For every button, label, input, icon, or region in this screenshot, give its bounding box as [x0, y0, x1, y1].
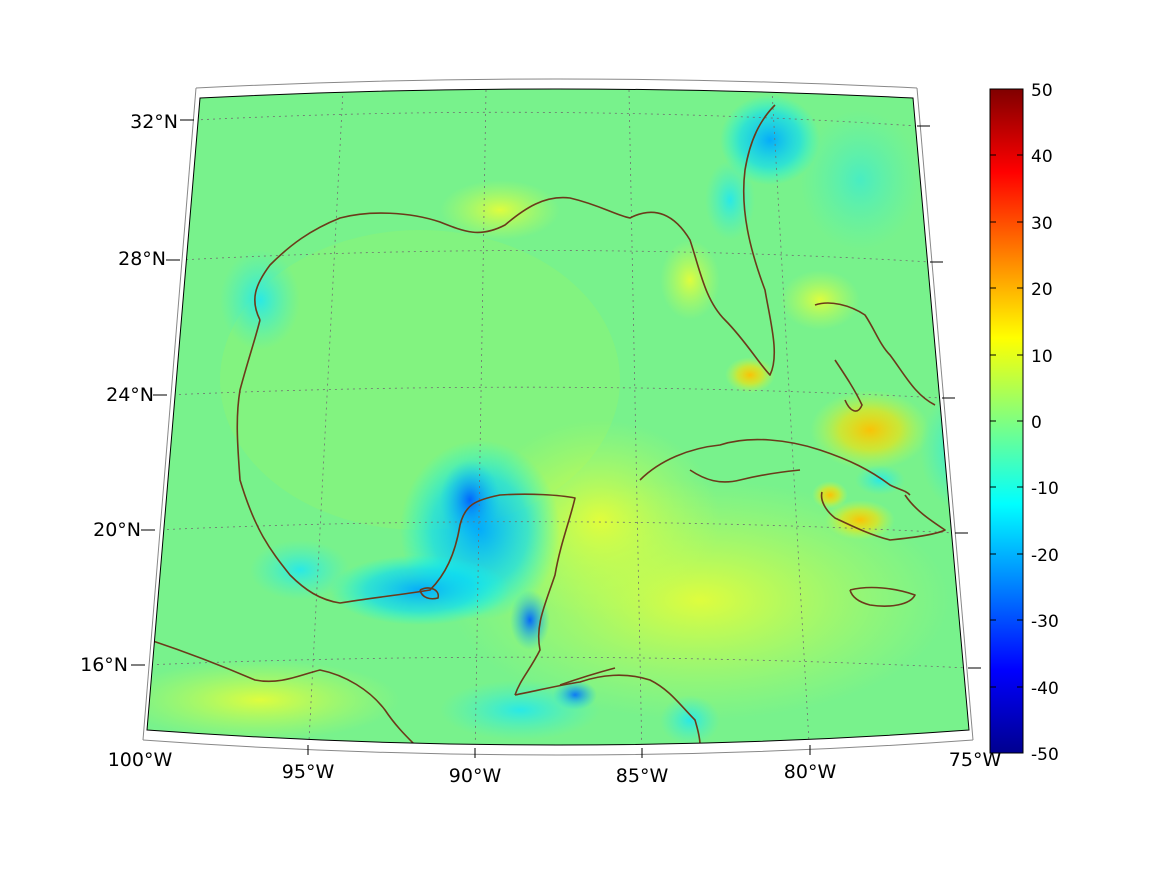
lat-label-16: 16°N	[80, 654, 128, 676]
lon-label-90: 90°W	[449, 765, 502, 787]
lon-label-100: 100°W	[108, 749, 173, 771]
colorbar-ticks	[990, 154, 1023, 688]
colorbar-label-30: 30	[1031, 214, 1053, 234]
longitude-labels: 100°W 95°W 90°W 85°W 80°W 75°W	[108, 749, 1002, 787]
colorbar-label-minus20: -20	[1031, 546, 1059, 566]
colorbar-label-minus50: -50	[1031, 745, 1059, 765]
lat-label-24: 24°N	[106, 384, 154, 406]
colorbar-labels: 50 40 30 20 10 0 -10 -20 -30 -40 -50	[1031, 81, 1059, 765]
colorbar-label-minus10: -10	[1031, 479, 1059, 499]
data-field	[147, 89, 969, 745]
colorbar-label-minus40: -40	[1031, 679, 1059, 699]
colorbar-label-50: 50	[1031, 81, 1053, 101]
coastlines	[149, 104, 946, 745]
colorbar-label-40: 40	[1031, 147, 1053, 167]
colorbar-label-0: 0	[1031, 413, 1042, 433]
colorbar-label-minus30: -30	[1031, 612, 1059, 632]
graticule	[147, 89, 969, 745]
colorbar-label-10: 10	[1031, 347, 1053, 367]
lon-label-85: 85°W	[616, 765, 669, 787]
colorbar: 50 40 30 20 10 0 -10 -20 -30 -40 -50	[989, 81, 1059, 765]
axis-ticks	[131, 119, 981, 758]
lat-label-20: 20°N	[93, 519, 141, 541]
latitude-labels: 16°N 20°N 24°N 28°N 32°N	[80, 111, 178, 676]
lat-label-28: 28°N	[118, 248, 166, 270]
lon-label-80: 80°W	[784, 761, 837, 783]
lat-label-32: 32°N	[130, 111, 178, 133]
lon-label-75: 75°W	[949, 749, 1002, 771]
map-frame	[146, 88, 970, 746]
lon-label-95: 95°W	[282, 761, 335, 783]
colorbar-label-20: 20	[1031, 280, 1053, 300]
